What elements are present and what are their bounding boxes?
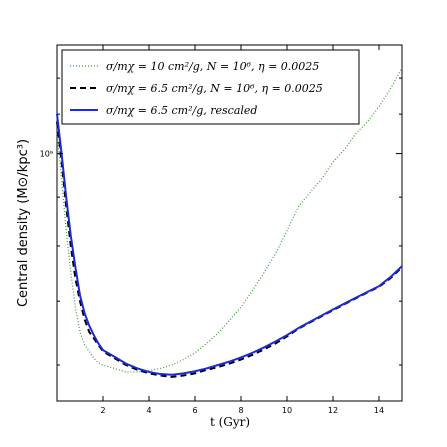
x-tick-label: 4 bbox=[146, 406, 151, 415]
x-tick-label: 10 bbox=[282, 406, 292, 415]
x-tick-label: 6 bbox=[192, 406, 197, 415]
series-layer bbox=[56, 67, 403, 378]
x-axis-title: t (Gyr) bbox=[210, 415, 250, 429]
series-line-1 bbox=[56, 67, 403, 373]
y-axis-title: Central density (M⊙/kpc³) bbox=[16, 139, 31, 307]
y-tick-label: 10⁹ bbox=[40, 150, 53, 159]
x-tick-label: 14 bbox=[374, 406, 384, 415]
legend-label-series-3: σ/mχ = 6.5 cm²/g, rescaled bbox=[106, 104, 257, 117]
x-axis: 2 4 6 8 10 12 14 bbox=[100, 45, 384, 415]
series-line-3 bbox=[56, 114, 403, 376]
x-tick-label: 2 bbox=[100, 406, 105, 415]
x-tick-label: 8 bbox=[238, 406, 243, 415]
legend-label-series-2: σ/mχ = 6.5 cm²/g, N = 10⁶, η = 0.0025 bbox=[106, 82, 323, 95]
x-tick-label: 12 bbox=[328, 406, 338, 415]
y-axis: 10⁹ bbox=[40, 44, 402, 366]
legend-label-series-1: σ/mχ = 10 cm²/g, N = 10⁶, η = 0.0025 bbox=[106, 60, 319, 73]
legend: σ/mχ = 10 cm²/g, N = 10⁶, η = 0.0025 σ/m… bbox=[61, 49, 360, 125]
legend-box bbox=[61, 49, 360, 125]
series-line-2 bbox=[56, 121, 403, 378]
